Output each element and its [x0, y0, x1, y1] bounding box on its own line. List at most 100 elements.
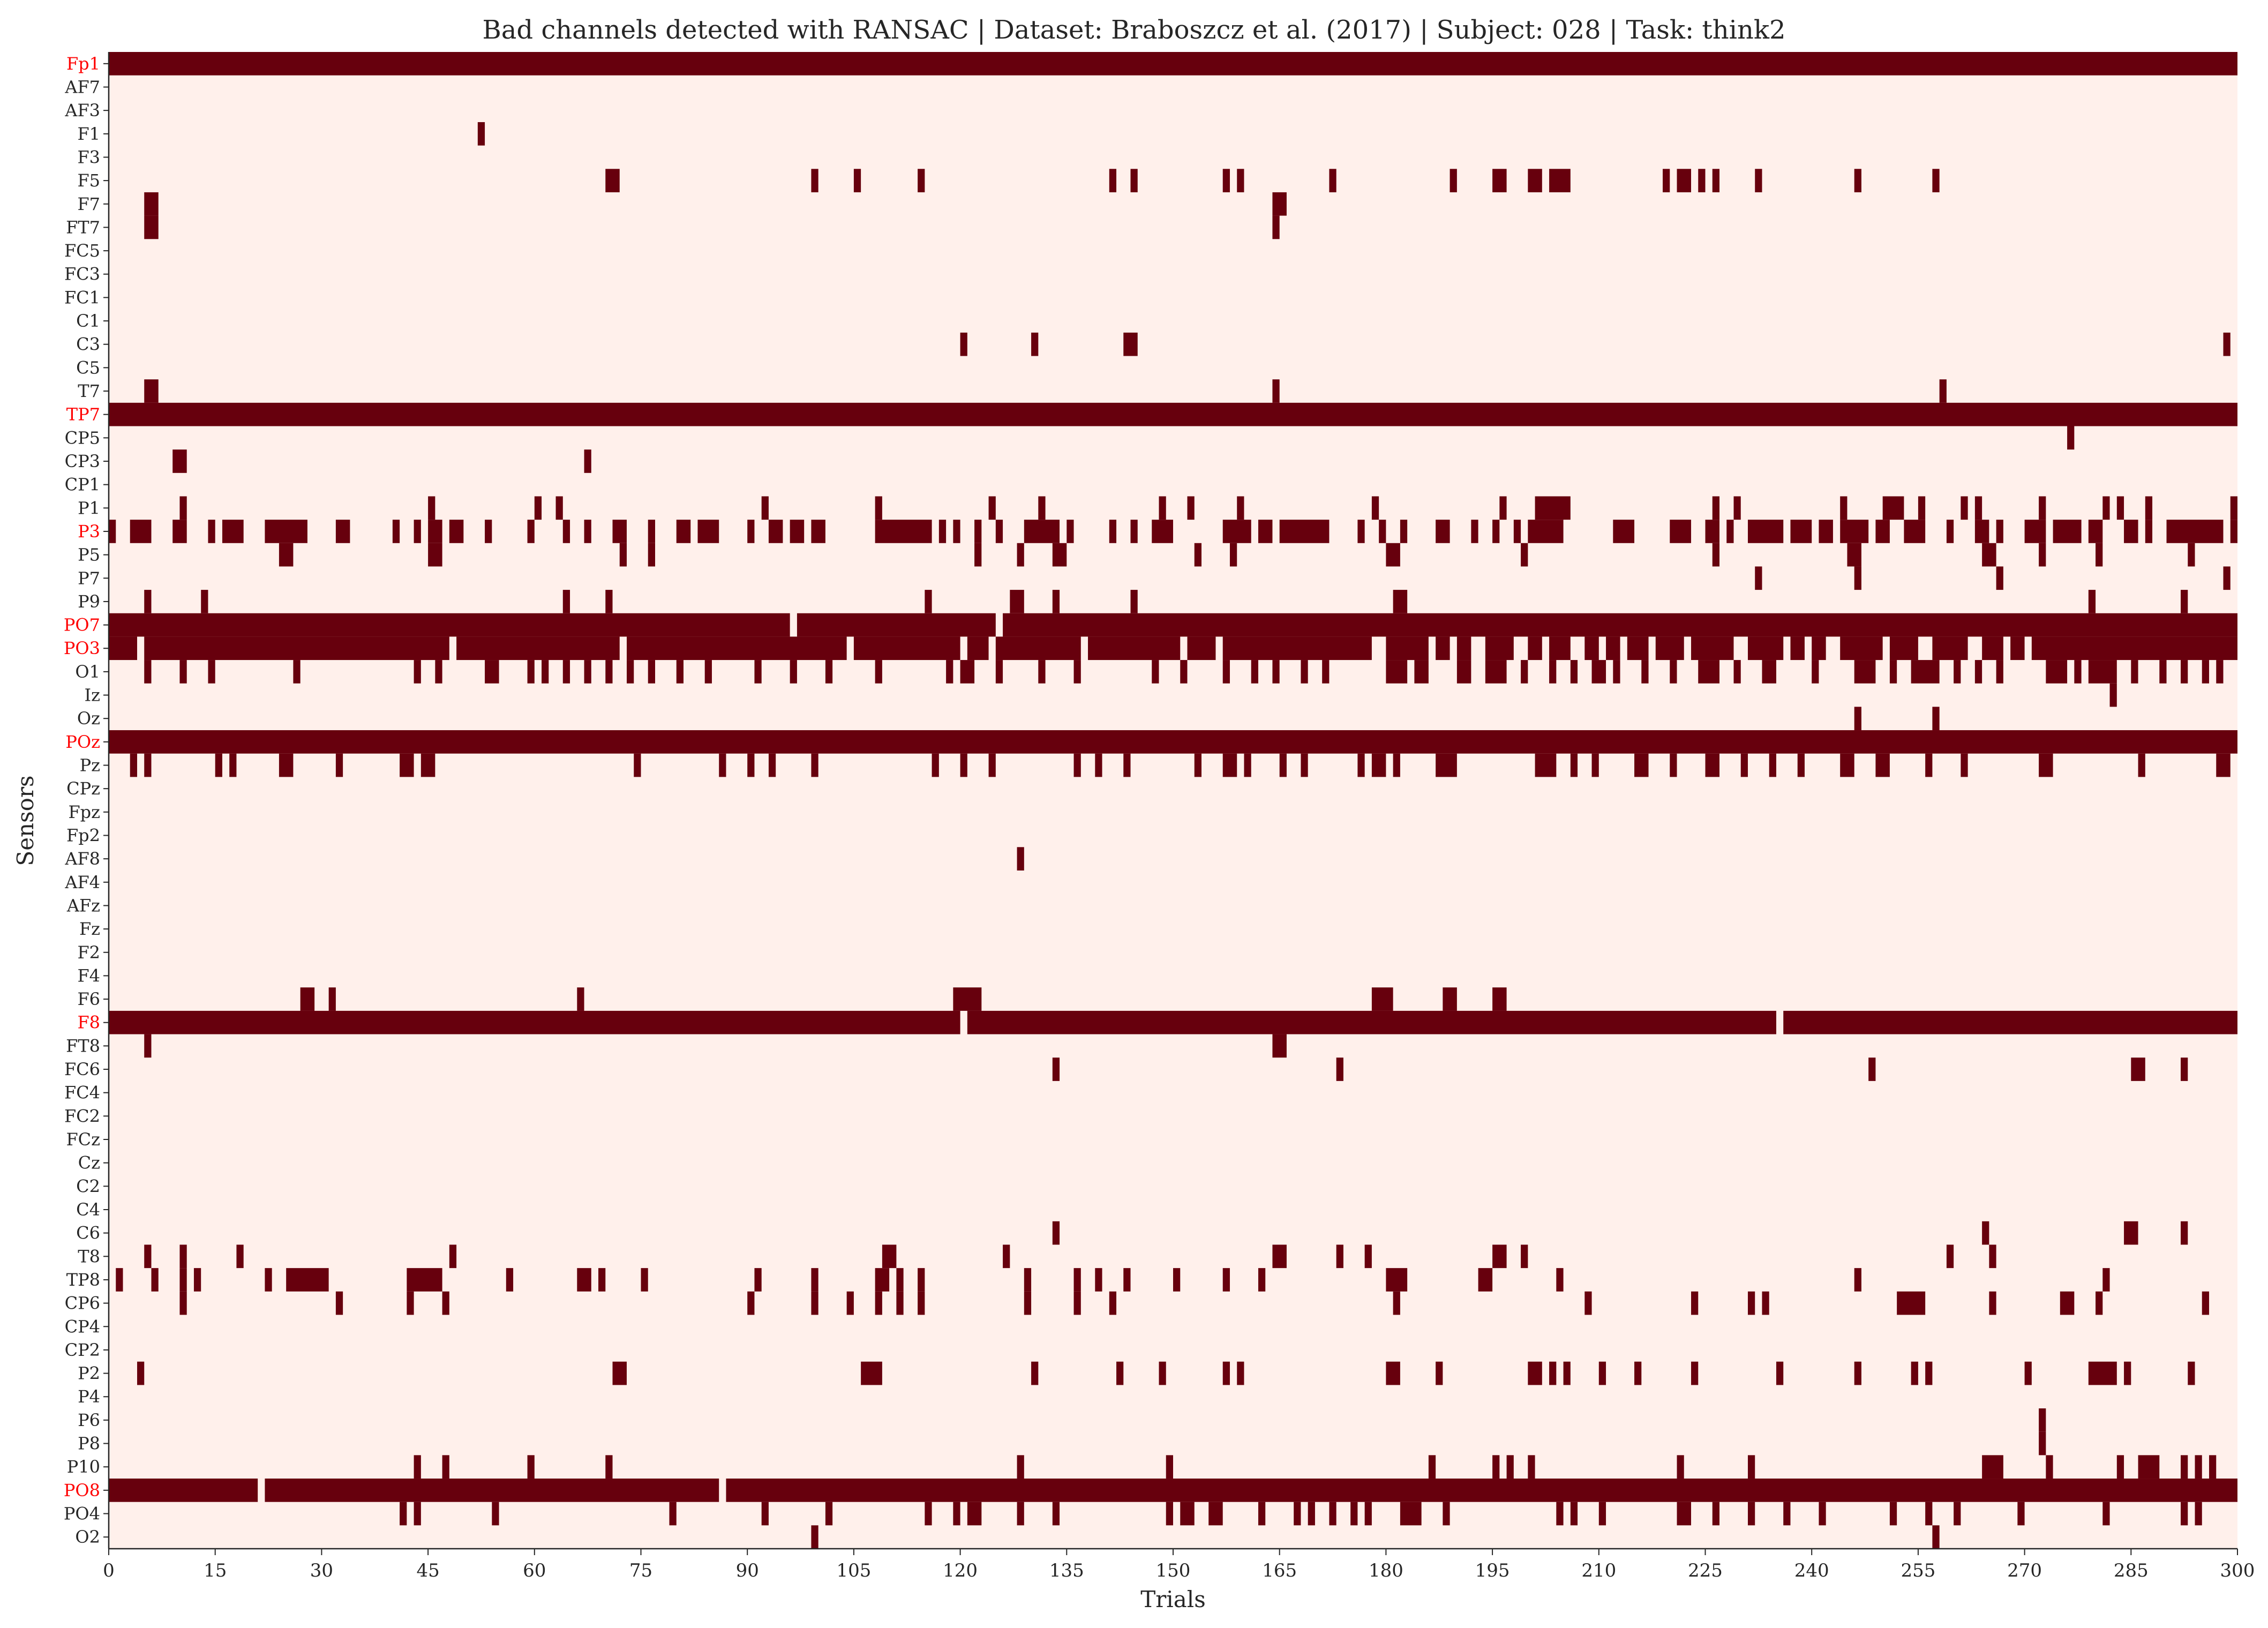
bad-cell-po3: [1088, 636, 1181, 661]
bad-cell-pz: [811, 753, 818, 777]
bad-cell-p10: [1677, 1455, 1684, 1479]
bad-cell-f6: [328, 987, 336, 1011]
bad-cell-po4: [1747, 1502, 1755, 1526]
bad-cell-po7: [797, 613, 996, 637]
bad-cell-p5: [1052, 543, 1067, 567]
bad-cell-o2: [1932, 1525, 1940, 1549]
bad-cell-pz: [2138, 753, 2145, 777]
bad-cell-o1: [208, 660, 215, 684]
bad-cell-p7: [1854, 566, 1861, 590]
bad-cell-p3: [2088, 520, 2103, 543]
bad-cell-p3: [335, 520, 350, 543]
bad-cell-cp6: [918, 1291, 925, 1315]
bad-cell-p3: [953, 520, 960, 543]
bad-cell-p1: [2230, 496, 2237, 520]
bad-cell-p3: [747, 520, 755, 543]
bad-cell-p3: [1379, 520, 1386, 543]
bad-cell-p1: [1840, 496, 1848, 520]
bad-cell-p3: [974, 520, 982, 543]
y-tick-label-cp6: CP6: [65, 1293, 100, 1314]
bad-cell-o1: [1272, 660, 1280, 684]
bad-cell-f6: [1371, 987, 1393, 1011]
bad-cell-p1: [2102, 496, 2110, 520]
bad-cell-o1: [414, 660, 421, 684]
bad-cell-p2: [1563, 1361, 1571, 1385]
bad-cell-p2: [2188, 1361, 2195, 1385]
bad-cell-po4: [1364, 1502, 1372, 1526]
bad-cell-p5: [2039, 543, 2046, 567]
bad-cell-ft8: [144, 1034, 152, 1058]
y-tick-label-p7: P7: [78, 568, 100, 588]
bad-cell-p2: [1116, 1361, 1124, 1385]
bad-cell-p1: [1237, 496, 1244, 520]
bad-cell-fc6: [2131, 1057, 2145, 1081]
bad-cell-t8: [1364, 1244, 1372, 1269]
bad-cell-tp8: [1556, 1268, 1564, 1292]
bad-cell-po3: [1549, 636, 1571, 661]
bad-cell-t8: [1003, 1244, 1010, 1269]
bad-cell-pz: [1194, 753, 1201, 777]
bad-cell-t8: [1336, 1244, 1343, 1269]
bad-cell-o1: [1996, 660, 2003, 684]
bad-cell-pz: [768, 753, 776, 777]
bad-cell-p9: [201, 590, 208, 613]
bad-cell-p5: [1386, 543, 1400, 567]
bad-cell-o1: [1038, 660, 1046, 684]
bad-cell-p3: [612, 520, 627, 543]
bad-cell-af8: [1017, 847, 1024, 871]
x-tick-label: 225: [1688, 1560, 1723, 1581]
bad-cell-f6: [577, 987, 584, 1011]
bad-cell-po4: [953, 1502, 960, 1526]
bad-cell-o1: [1222, 660, 1230, 684]
x-tick-label: 240: [1794, 1560, 1829, 1581]
bad-cell-f5: [1712, 169, 1719, 192]
y-tick-label-iz: Iz: [85, 685, 101, 706]
x-tick-label: 135: [1049, 1560, 1084, 1581]
y-tick-label-fp2: Fp2: [66, 825, 100, 845]
bad-cell-o1: [790, 660, 797, 684]
bad-cell-po4: [1166, 1502, 1173, 1526]
y-tick-label-f3: F3: [77, 147, 100, 167]
bad-cell-po4: [2195, 1502, 2202, 1526]
bad-cell-tp8: [193, 1268, 201, 1292]
bad-cell-po8: [109, 1479, 258, 1502]
bad-cell-po4: [967, 1502, 982, 1526]
bad-cell-t7: [1272, 379, 1280, 403]
y-tick-label-f6: F6: [77, 989, 100, 1009]
y-tick-label-fz: Fz: [79, 919, 100, 939]
bad-cell-tp8: [1095, 1268, 1102, 1292]
bad-cell-cp6: [1024, 1291, 1032, 1315]
bad-cell-p1: [1535, 496, 1571, 520]
bad-cell-f5: [1222, 169, 1230, 192]
bad-cell-o1: [676, 660, 684, 684]
bad-cell-p3: [811, 520, 825, 543]
bad-cell-p3: [428, 520, 442, 543]
y-tick-label-afz: AFz: [66, 895, 100, 916]
bad-cell-t8: [1989, 1244, 1996, 1269]
bad-cell-p3: [584, 520, 591, 543]
bad-cell-p2: [1911, 1361, 1918, 1385]
bad-cell-tp8: [811, 1268, 818, 1292]
bad-cell-po4: [761, 1502, 769, 1526]
bad-cell-p10: [1528, 1455, 1535, 1479]
bad-cell-cp6: [811, 1291, 818, 1315]
bad-cell-fc6: [1052, 1057, 1060, 1081]
bad-cell-po4: [1819, 1502, 1826, 1526]
bad-cell-pz: [1740, 753, 1748, 777]
bad-cell-p2: [1222, 1361, 1230, 1385]
bad-cell-p3: [1875, 520, 1890, 543]
bad-cell-o1: [960, 660, 975, 684]
bad-cell-p3: [1471, 520, 1478, 543]
bad-cell-p9: [605, 590, 613, 613]
y-tick-label-o1: O1: [75, 662, 100, 682]
bad-cell-p3: [768, 520, 783, 543]
bad-cell-pz: [719, 753, 726, 777]
bad-cell-p5: [1712, 543, 1719, 567]
bad-cell-p10: [2046, 1455, 2053, 1479]
bad-cell-fp1: [109, 52, 2237, 76]
bad-cell-p10: [2116, 1455, 2124, 1479]
bad-cell-o1: [1251, 660, 1258, 684]
bad-cell-p9: [2088, 590, 2096, 613]
bad-cell-o1: [2046, 660, 2068, 684]
bad-cell-po4: [2102, 1502, 2110, 1526]
